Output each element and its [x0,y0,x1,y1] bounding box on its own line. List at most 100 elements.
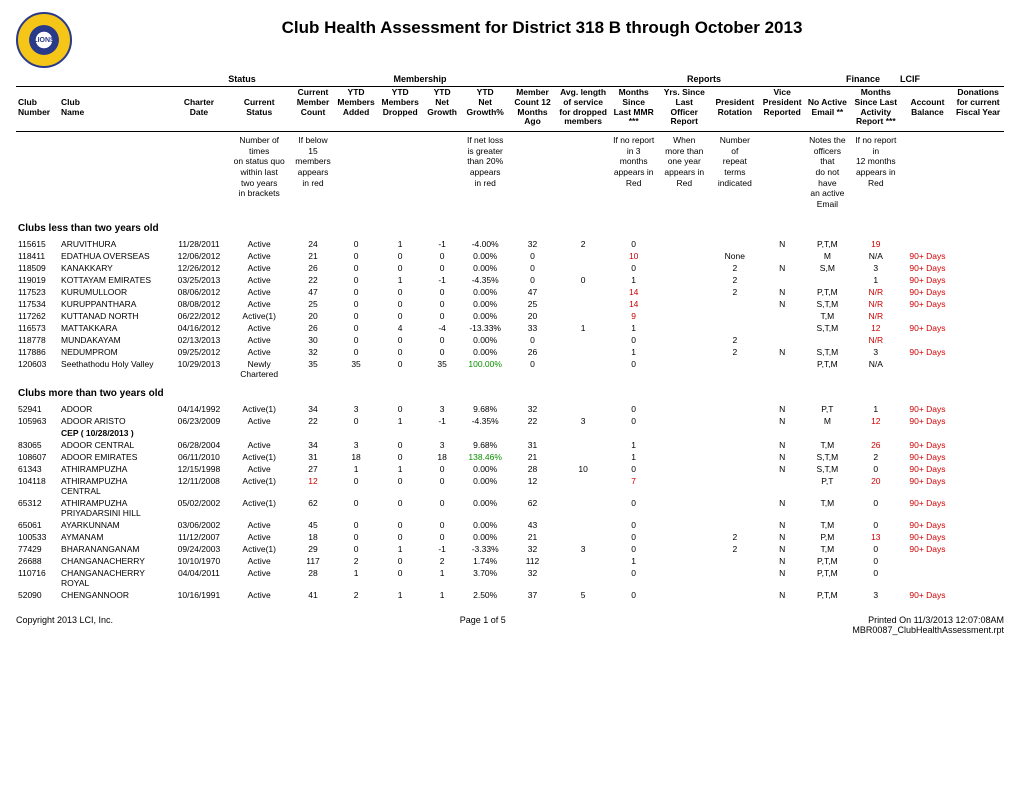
cell-avg_len [556,497,610,519]
cell-yrs_since_off [657,286,711,298]
cell-balance: 90+ Days [903,589,953,601]
cell-m12: 112 [509,555,556,567]
cell-club_name: BHARANANGANAM [59,543,171,555]
col-club_name: ClubName [59,87,171,132]
col-ytd_net_pct: YTDNetGrowth% [462,87,509,132]
cell-status: Active [227,589,292,601]
cell-vp_rep: N [759,238,806,250]
cell-ytd_add: 0 [335,543,378,555]
cell-avg_len: 3 [556,415,610,427]
cell-ytd_net: 0 [423,286,462,298]
cell-ytd_add: 1 [335,463,378,475]
cell-balance: 90+ Days [903,322,953,334]
cell-balance: 90+ Days [903,286,953,298]
cell-club_name: AYARKUNNAM [59,519,171,531]
cell-ytd_add: 0 [335,322,378,334]
page-title: Club Health Assessment for District 318 … [80,18,1004,38]
cell-avg_len [556,298,610,310]
cell-avg_len [556,403,610,415]
cell-lcif [952,286,1004,298]
table-row: 117262KUTTANAD NORTH06/22/2012Active(1)2… [16,310,1004,322]
cell-avg_len [556,262,610,274]
cell-club_no: 104118 [16,475,59,497]
cell-ytd_net: 0 [423,497,462,519]
cell-m12: 32 [509,403,556,415]
cell-vp_rep [759,475,806,497]
cell-since_mmr: 0 [610,358,657,380]
cell-ytd_net_pct: 0.00% [462,334,509,346]
cell-club_no: 115615 [16,238,59,250]
cell-club_name: KUTTANAD NORTH [59,310,171,322]
cell-ytd_add: 0 [335,346,378,358]
cell-status: Active(1) [227,310,292,322]
cell-cur_mem: 35 [291,358,334,380]
cell-yrs_since_off [657,497,711,519]
cell-yrs_since_off [657,519,711,531]
col-m12: MemberCount 12Months Ago [509,87,556,132]
cell-status: Active [227,298,292,310]
cell-since_mmr: 0 [610,567,657,589]
cell-lcif [952,322,1004,334]
cell-club_no: 118778 [16,334,59,346]
cell-club_name: KOTTAYAM EMIRATES [59,274,171,286]
cell-status: Active [227,238,292,250]
cell-since_act: 19 [849,238,903,250]
cell-yrs_since_off [657,334,711,346]
cell-no_active_email: M [806,250,849,262]
cell-ytd_net_pct: -13.33% [462,322,509,334]
col-since_act: MonthsSince LastActivity Report *** [849,87,903,132]
cell-ytd_drop: 1 [378,274,423,286]
cell-ytd_add: 1 [335,567,378,589]
cell-yrs_since_off [657,475,711,497]
cell-yrs_since_off [657,298,711,310]
cell-yrs_since_off [657,346,711,358]
cell-balance [903,358,953,380]
cell-no_active_email: P,T,M [806,286,849,298]
cell-club_no: 118509 [16,262,59,274]
cell-since_act: 20 [849,475,903,497]
cell-since_mmr: 14 [610,286,657,298]
table-row: 65061AYARKUNNAM03/06/2002Active450000.00… [16,519,1004,531]
cell-since_mmr: 1 [610,274,657,286]
cell-yrs_since_off [657,531,711,543]
cell-no_active_email: T,M [806,519,849,531]
cell-club_no: 52941 [16,403,59,415]
cell-ytd_net_pct: 1.74% [462,555,509,567]
cell-pres_rot: 2 [711,543,758,555]
cell-balance: 90+ Days [903,543,953,555]
cell-vp_rep [759,322,806,334]
cell-ytd_add: 0 [335,475,378,497]
cell-avg_len: 3 [556,543,610,555]
cell-ytd_drop: 0 [378,403,423,415]
cell-club_name: ATHIRAMPUZHA PRIYADARSINI HILL [59,497,171,519]
cell-no_active_email: P,T,M [806,555,849,567]
cell-cur_mem: 21 [291,250,334,262]
cell-m12: 62 [509,497,556,519]
cell-m12: 32 [509,543,556,555]
section-rows: 115615ARUVITHURA11/28/2011Active2401-1-4… [16,238,1004,380]
cell-yrs_since_off [657,250,711,262]
cell-club_name: ADOOR [59,403,171,415]
cell-since_mmr: 0 [610,238,657,250]
section-header: Clubs more than two years old [16,380,1004,403]
cell-cur_mem: 62 [291,497,334,519]
cell-no_active_email [806,334,849,346]
cell-charter: 10/10/1970 [171,555,227,567]
cell-no_active_email: M [806,415,849,427]
cell-ytd_add: 18 [335,451,378,463]
cell-no_active_email: T,M [806,497,849,519]
cell-cur_mem: 45 [291,519,334,531]
cell-yrs_since_off [657,358,711,380]
cell-since_mmr: 1 [610,346,657,358]
cell-pres_rot [711,497,758,519]
cell-vp_rep: N [759,415,806,427]
cell-ytd_net_pct: 0.00% [462,310,509,322]
cell-avg_len [556,334,610,346]
table-row: 117886NEDUMPROM09/25/2012Active320000.00… [16,346,1004,358]
cell-vp_rep: N [759,555,806,567]
cell-ytd_add: 3 [335,403,378,415]
cell-club_no: 65061 [16,519,59,531]
cell-lcif [952,555,1004,567]
cell-since_mmr: 14 [610,298,657,310]
cell-charter: 03/06/2002 [171,519,227,531]
